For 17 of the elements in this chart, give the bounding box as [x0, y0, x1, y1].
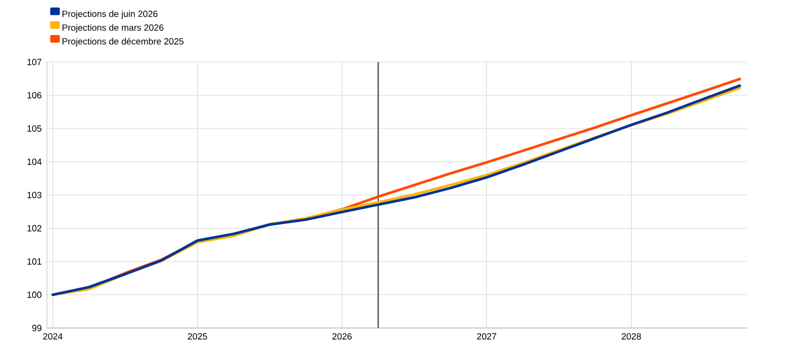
y-tick-label: 100	[27, 292, 42, 298]
y-tick-label: 103	[27, 192, 42, 198]
x-tick-label: 2026	[332, 333, 352, 340]
x-tick-label: 2028	[622, 333, 641, 340]
y-tick-label: 107	[27, 58, 42, 66]
y-tick-label: 102	[27, 225, 42, 232]
y-tick-label: 101	[27, 258, 42, 265]
y-tick-label: 99	[32, 324, 42, 332]
x-tick-label: 2025	[188, 333, 208, 340]
y-tick-label: 105	[27, 125, 42, 132]
y-tick-label: 104	[27, 158, 42, 165]
legend-label: Projections de mars 2026	[62, 24, 164, 33]
y-tick-label: 106	[27, 92, 42, 98]
legend-label: Projections de décembre 2025	[62, 38, 184, 46]
x-tick-label: 2027	[477, 333, 496, 340]
legend-label: Projections de juin 2026	[62, 10, 158, 19]
x-tick-label: 2024	[43, 333, 63, 340]
